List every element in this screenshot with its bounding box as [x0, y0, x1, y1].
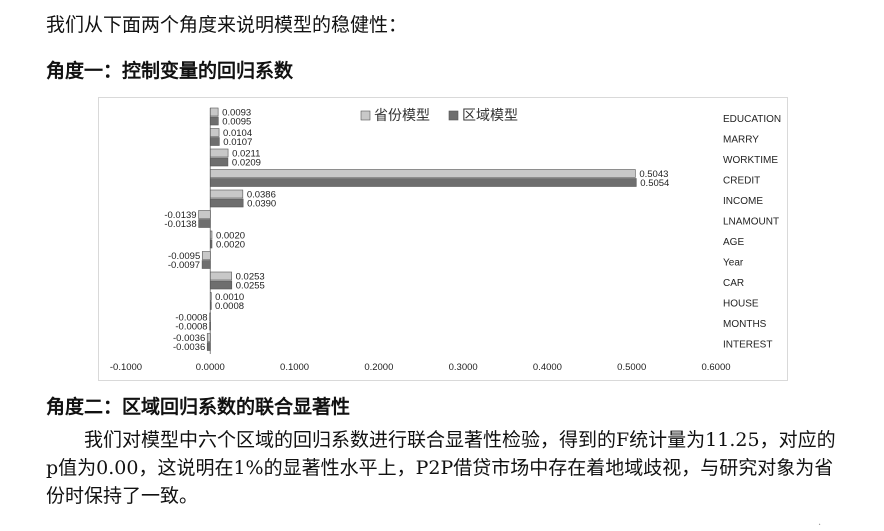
bar-interest-0	[206, 333, 211, 342]
data-label: -0.0097	[168, 260, 200, 271]
data-label: -0.0036	[173, 342, 205, 353]
data-label: -0.0139	[164, 210, 196, 221]
x-tick-label: 0.0000	[196, 362, 225, 373]
bar-car-0	[209, 271, 232, 281]
bar-house-1	[209, 301, 212, 310]
data-label: -0.0095	[168, 251, 200, 262]
page-mark: ·	[818, 520, 822, 531]
bar-lnamount-0	[198, 210, 211, 219]
bar-income-0	[209, 189, 244, 199]
bar-credit-1	[209, 178, 637, 187]
category-label: MONTHS	[723, 319, 767, 330]
bar-months-0	[209, 312, 211, 322]
data-label: 0.0020	[216, 240, 245, 251]
category-label: HOUSE	[723, 299, 759, 310]
legend-label: 省份模型	[374, 107, 430, 123]
data-label: 0.0107	[223, 137, 252, 148]
x-tick-label: 0.5000	[617, 362, 646, 373]
bar-income-1	[209, 198, 244, 208]
bar-worktime-1	[209, 157, 229, 167]
legend-label: 区域模型	[462, 107, 518, 123]
category-label: AGE	[723, 237, 744, 248]
data-label: 0.0095	[222, 117, 251, 128]
category-label: LNAMOUNT	[723, 217, 779, 228]
bar-education-1	[209, 116, 219, 126]
category-label: EDUCATION	[723, 114, 781, 125]
bar-lnamount-1	[198, 219, 211, 228]
x-tick-label: -0.1000	[110, 362, 142, 373]
bar-credit-0	[209, 169, 636, 178]
coefficient-bar-chart: 0.0093 0.0095 EDUCATION 0.0104 0.0107 MARRY 0.…	[98, 97, 788, 381]
data-label: 0.0386	[247, 190, 276, 201]
category-label: INCOME	[723, 196, 763, 207]
x-tick-label: 0.3000	[449, 362, 478, 373]
category-label: INTEREST	[723, 340, 772, 351]
data-label: -0.0008	[175, 322, 207, 333]
data-label: 0.0211	[232, 149, 260, 160]
intro-text: 我们从下面两个角度来说明模型的稳健性：	[46, 14, 408, 36]
bar-age-0	[209, 230, 213, 240]
data-label: 0.0020	[216, 231, 245, 242]
data-label: 0.0253	[236, 272, 265, 283]
category-label: Year	[723, 258, 744, 269]
x-tick-label: 0.1000	[280, 362, 309, 373]
data-label: -0.0036	[173, 333, 205, 344]
bar-car-1	[209, 280, 233, 290]
bar-worktime-0	[209, 148, 229, 158]
data-label: 0.0008	[215, 301, 244, 312]
bar-marry-0	[209, 128, 220, 137]
data-label: 0.0255	[236, 281, 265, 292]
x-tick-label: 0.4000	[533, 362, 562, 373]
section-heading-2: 角度二：区域回归系数的联合显著性	[46, 396, 351, 418]
data-label: 0.0104	[223, 128, 252, 139]
data-label: -0.0008	[175, 313, 207, 324]
category-label: MARRY	[723, 135, 759, 146]
data-label: 0.0010	[215, 292, 244, 303]
bar-education-0	[209, 107, 219, 117]
bar-age-1	[209, 239, 213, 249]
bar-year-0	[201, 251, 211, 260]
data-label: 0.0209	[232, 158, 261, 169]
category-label: CAR	[723, 278, 744, 289]
data-label: -0.0138	[164, 219, 196, 230]
bar-marry-1	[209, 137, 220, 146]
section-heading-1: 角度一：控制变量的回归系数	[46, 60, 294, 82]
data-label: 0.5054	[640, 178, 669, 189]
bar-interest-1	[206, 342, 211, 351]
category-label: CREDIT	[723, 176, 760, 187]
data-label: 0.0390	[247, 199, 276, 210]
bar-year-1	[201, 260, 211, 269]
data-label: 0.0093	[222, 108, 251, 119]
category-label: WORKTIME	[723, 155, 778, 166]
legend-swatch	[448, 110, 459, 121]
x-tick-label: 0.6000	[701, 362, 730, 373]
bar-house-0	[209, 292, 212, 301]
legend-swatch	[360, 110, 371, 121]
body-paragraph: 我们对模型中六个区域的回归系数进行联合显著性检验，得到的F统计量为11.25，对…	[46, 429, 836, 507]
x-tick-label: 0.2000	[364, 362, 393, 373]
data-label: 0.5043	[639, 169, 668, 180]
bar-months-1	[209, 321, 211, 331]
